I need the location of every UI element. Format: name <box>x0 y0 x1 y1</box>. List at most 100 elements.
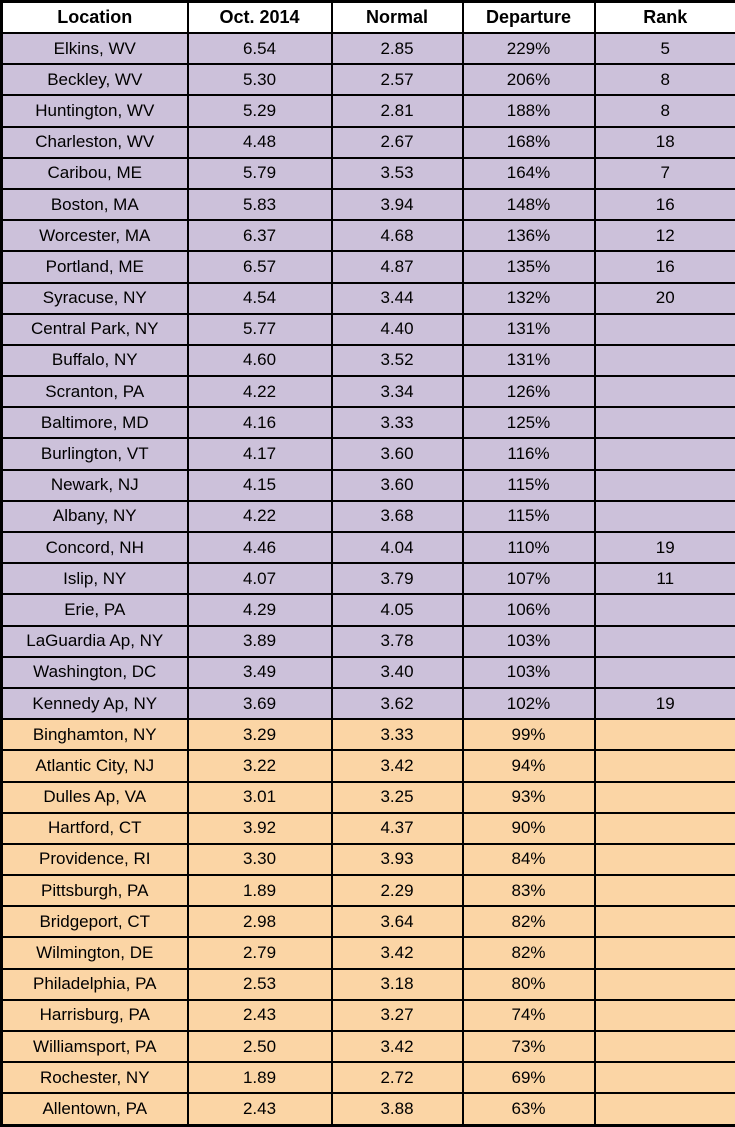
rank-cell <box>593 375 735 409</box>
departure-cell: 93% <box>461 780 596 814</box>
location-cell: Rochester, NY <box>0 1061 189 1095</box>
location-cell: Huntington, WV <box>0 94 189 128</box>
location-cell: Scranton, PA <box>0 375 189 409</box>
normal-cell: 3.68 <box>330 499 464 534</box>
rank-cell <box>593 874 735 908</box>
oct-2014-cell: 4.07 <box>186 562 333 596</box>
location-cell: Binghamton, NY <box>0 718 189 752</box>
oct-2014-cell: 4.48 <box>186 125 333 159</box>
oct-2014-cell: 3.92 <box>186 811 333 845</box>
location-cell: Beckley, WV <box>0 63 189 97</box>
oct-2014-cell: 5.30 <box>186 63 333 97</box>
location-cell: Burlington, VT <box>0 437 189 471</box>
normal-cell: 3.18 <box>330 967 464 1001</box>
rank-cell <box>593 624 735 658</box>
departure-cell: 103% <box>461 624 596 658</box>
rank-cell: 7 <box>593 156 735 190</box>
rank-cell <box>593 499 735 534</box>
location-cell: Concord, NH <box>0 530 189 565</box>
departure-cell: 206% <box>461 63 596 97</box>
location-cell: Bridgeport, CT <box>0 905 189 939</box>
rank-cell <box>593 811 735 845</box>
departure-cell: 116% <box>461 437 596 471</box>
table-row: Atlantic City, NJ 3.22 3.42 94% <box>0 749 735 783</box>
rank-cell: 11 <box>593 562 735 596</box>
oct-2014-cell: 5.83 <box>186 187 333 222</box>
departure-cell: 135% <box>461 250 596 284</box>
departure-cell: 164% <box>461 156 596 190</box>
normal-cell: 4.68 <box>330 219 464 253</box>
departure-cell: 131% <box>461 343 596 378</box>
table-row: Boston, MA 5.83 3.94 148% 16 <box>0 187 735 222</box>
departure-cell: 229% <box>461 31 596 66</box>
departure-cell: 63% <box>461 1092 596 1127</box>
departure-cell: 107% <box>461 562 596 596</box>
location-cell: Washington, DC <box>0 655 189 689</box>
departure-cell: 80% <box>461 967 596 1001</box>
table-header: Location Oct. 2014 Normal Departure Rank <box>0 0 735 34</box>
header-departure: Departure <box>461 0 596 34</box>
location-cell: Portland, ME <box>0 250 189 284</box>
departure-cell: 69% <box>461 1061 596 1095</box>
departure-cell: 94% <box>461 749 596 783</box>
table-row: Central Park, NY 5.77 4.40 131% <box>0 312 735 346</box>
location-cell: Dulles Ap, VA <box>0 780 189 814</box>
location-cell: Allentown, PA <box>0 1092 189 1127</box>
oct-2014-cell: 3.01 <box>186 780 333 814</box>
normal-cell: 2.85 <box>330 31 464 66</box>
oct-2014-cell: 3.22 <box>186 749 333 783</box>
table-row: Rochester, NY 1.89 2.72 69% <box>0 1061 735 1095</box>
rank-cell: 19 <box>593 530 735 565</box>
header-oct-2014: Oct. 2014 <box>186 0 333 34</box>
oct-2014-cell: 1.89 <box>186 1061 333 1095</box>
normal-cell: 4.04 <box>330 530 464 565</box>
rank-cell <box>593 749 735 783</box>
normal-cell: 4.05 <box>330 593 464 627</box>
departure-cell: 115% <box>461 468 596 502</box>
normal-cell: 2.72 <box>330 1061 464 1095</box>
oct-2014-cell: 2.79 <box>186 936 333 970</box>
normal-cell: 3.42 <box>330 749 464 783</box>
table-row: Buffalo, NY 4.60 3.52 131% <box>0 343 735 378</box>
oct-2014-cell: 4.15 <box>186 468 333 502</box>
oct-2014-cell: 2.50 <box>186 1029 333 1064</box>
location-cell: LaGuardia Ap, NY <box>0 624 189 658</box>
rank-cell <box>593 437 735 471</box>
departure-cell: 82% <box>461 905 596 939</box>
location-cell: Harrisburg, PA <box>0 998 189 1033</box>
normal-cell: 3.64 <box>330 905 464 939</box>
table-row: Providence, RI 3.30 3.93 84% <box>0 842 735 877</box>
location-cell: Buffalo, NY <box>0 343 189 378</box>
table-row: Baltimore, MD 4.16 3.33 125% <box>0 406 735 440</box>
normal-cell: 3.53 <box>330 156 464 190</box>
location-cell: Erie, PA <box>0 593 189 627</box>
normal-cell: 4.37 <box>330 811 464 845</box>
normal-cell: 3.33 <box>330 718 464 752</box>
rank-cell: 8 <box>593 94 735 128</box>
location-cell: Pittsburgh, PA <box>0 874 189 908</box>
location-cell: Hartford, CT <box>0 811 189 845</box>
table-row: Wilmington, DE 2.79 3.42 82% <box>0 936 735 970</box>
departure-cell: 136% <box>461 219 596 253</box>
location-cell: Worcester, MA <box>0 219 189 253</box>
rank-cell: 20 <box>593 281 735 315</box>
oct-2014-cell: 2.43 <box>186 1092 333 1127</box>
table-row: Hartford, CT 3.92 4.37 90% <box>0 811 735 845</box>
rank-cell <box>593 1029 735 1064</box>
table-row: Elkins, WV 6.54 2.85 229% 5 <box>0 31 735 66</box>
oct-2014-cell: 4.17 <box>186 437 333 471</box>
normal-cell: 3.42 <box>330 936 464 970</box>
departure-cell: 188% <box>461 94 596 128</box>
departure-cell: 131% <box>461 312 596 346</box>
rank-cell: 19 <box>593 686 735 721</box>
table-row: Bridgeport, CT 2.98 3.64 82% <box>0 905 735 939</box>
rank-cell <box>593 936 735 970</box>
normal-cell: 3.34 <box>330 375 464 409</box>
oct-2014-cell: 6.54 <box>186 31 333 66</box>
table-row: Williamsport, PA 2.50 3.42 73% <box>0 1029 735 1064</box>
normal-cell: 3.40 <box>330 655 464 689</box>
rank-cell <box>593 905 735 939</box>
normal-cell: 3.93 <box>330 842 464 877</box>
oct-2014-cell: 6.57 <box>186 250 333 284</box>
table-row: Dulles Ap, VA 3.01 3.25 93% <box>0 780 735 814</box>
